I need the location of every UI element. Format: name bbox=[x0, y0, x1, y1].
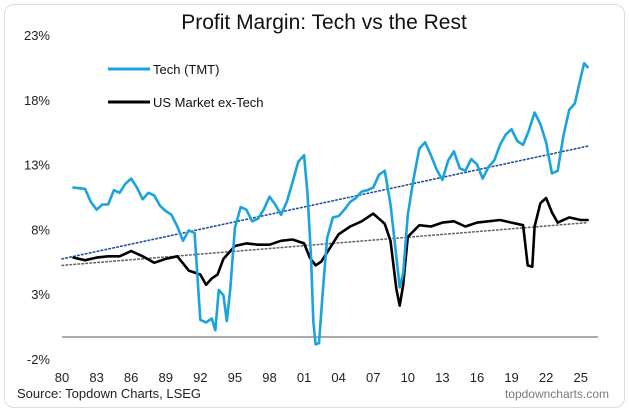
trendline bbox=[61, 221, 589, 267]
x-tick-label: 98 bbox=[262, 370, 276, 385]
x-tick-label: 07 bbox=[366, 370, 380, 385]
y-tick-label: 13% bbox=[24, 158, 50, 173]
brand-watermark: topdowncharts.com bbox=[505, 387, 609, 401]
x-tick-label: 16 bbox=[470, 370, 484, 385]
y-tick-label: 18% bbox=[24, 93, 50, 108]
trendlines bbox=[61, 145, 589, 267]
x-tick-label: 80 bbox=[55, 370, 69, 385]
data-series bbox=[72, 61, 589, 346]
x-tick-label: 22 bbox=[539, 370, 553, 385]
y-axis-ticks: -2% 3% 8% 13% 18% 23% bbox=[24, 28, 50, 367]
x-axis-ticks: 80 83 86 89 92 95 98 01 04 07 10 13 16 19 22 25 bbox=[55, 370, 588, 385]
x-tick-label: 86 bbox=[124, 370, 138, 385]
series-line bbox=[72, 61, 589, 346]
x-tick-label: 10 bbox=[401, 370, 415, 385]
x-tick-label: 89 bbox=[159, 370, 173, 385]
y-tick-label: -2% bbox=[27, 352, 51, 367]
x-tick-label: 13 bbox=[435, 370, 449, 385]
legend-label-tech: Tech (TMT) bbox=[153, 62, 219, 77]
legend-label-ex-tech: US Market ex-Tech bbox=[153, 95, 264, 110]
source-note: Source: Topdown Charts, LSEG bbox=[17, 386, 201, 401]
x-tick-label: 01 bbox=[297, 370, 311, 385]
x-tick-label: 83 bbox=[89, 370, 103, 385]
series-line bbox=[72, 196, 589, 307]
x-tick-label: 04 bbox=[331, 370, 345, 385]
y-tick-label: 23% bbox=[24, 28, 50, 43]
trendline bbox=[61, 145, 589, 260]
y-tick-label: 3% bbox=[31, 287, 50, 302]
x-tick-label: 19 bbox=[504, 370, 518, 385]
x-tick-label: 25 bbox=[573, 370, 587, 385]
chart-title: Profit Margin: Tech vs the Rest bbox=[181, 11, 467, 34]
x-tick-label: 95 bbox=[228, 370, 242, 385]
x-tick-label: 92 bbox=[193, 370, 207, 385]
y-tick-label: 8% bbox=[31, 222, 50, 237]
legend: Tech (TMT) US Market ex-Tech bbox=[108, 62, 264, 110]
